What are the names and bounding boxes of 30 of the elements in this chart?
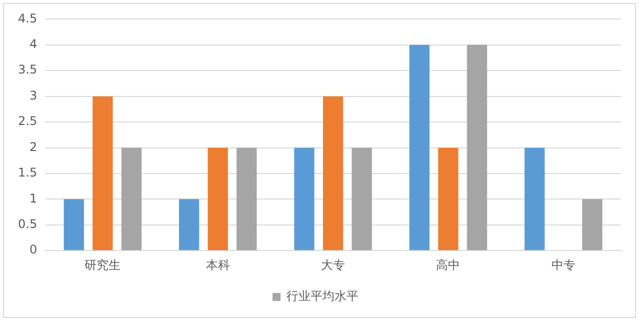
- bar: [178, 199, 200, 250]
- bar: [352, 148, 372, 250]
- x-tick-label: 研究生: [84, 258, 121, 272]
- bar: [121, 148, 142, 250]
- x-tick-label: 大专: [321, 258, 346, 272]
- x-tick-label: 高中: [436, 258, 460, 272]
- y-tick-label: 2.5: [18, 114, 38, 128]
- bar: [322, 96, 344, 250]
- y-tick-label: 4: [29, 37, 38, 52]
- y-tick-label: 2: [29, 140, 38, 154]
- bar: [466, 44, 488, 250]
- bar: [582, 199, 602, 250]
- bar: [294, 148, 314, 250]
- y-tick-label: 0.5: [18, 217, 38, 232]
- x-tick-label: 本科: [206, 258, 230, 272]
- bar: [64, 199, 84, 250]
- x-tick-label: 中专: [551, 258, 576, 272]
- bar: [236, 148, 257, 250]
- bar: [524, 148, 545, 250]
- legend-label: 行业平均水平: [286, 289, 358, 304]
- bar: [438, 148, 458, 250]
- y-tick-label: 0: [29, 242, 38, 257]
- y-tick-label: 4.5: [18, 11, 38, 26]
- y-tick-label: 3.5: [18, 62, 38, 77]
- y-tick-label: 1.5: [18, 166, 38, 180]
- y-tick-label: 1: [29, 191, 38, 206]
- bar: [208, 148, 228, 250]
- bar: [92, 96, 113, 250]
- bar: [409, 44, 430, 250]
- y-tick-label: 3: [29, 88, 38, 102]
